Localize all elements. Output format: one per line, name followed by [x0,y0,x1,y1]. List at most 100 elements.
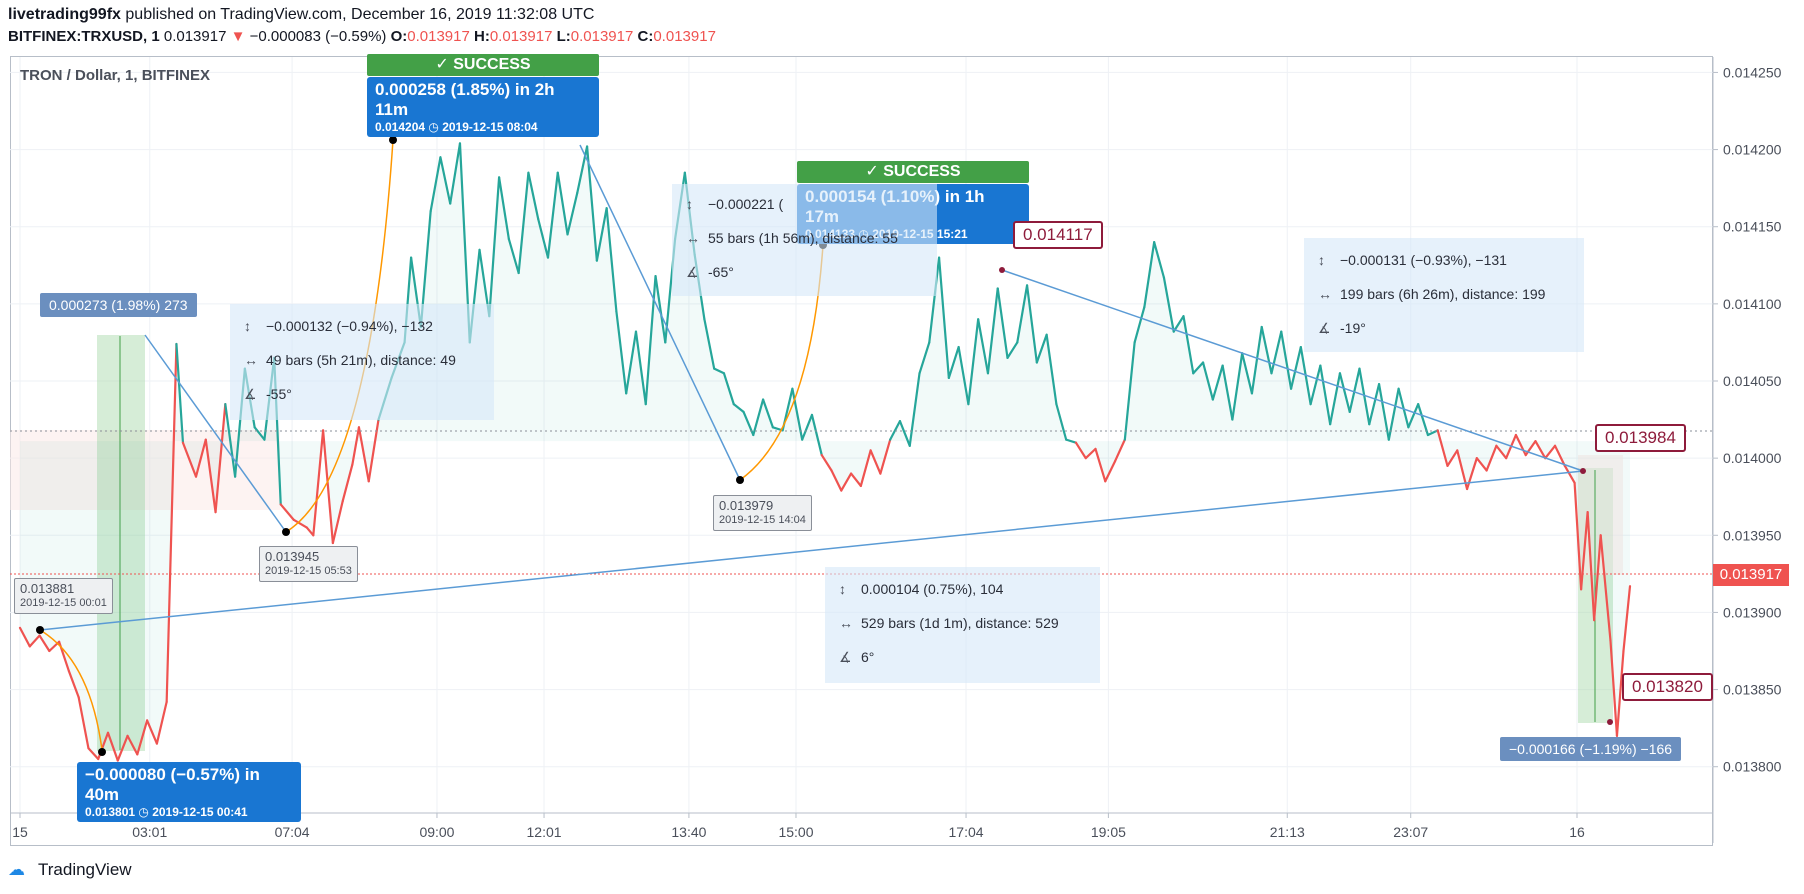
price-segment [830,469,843,492]
x-tick-label: 21:13 [1270,824,1305,840]
axis-ticks: 0.014250 0.014200 0.014150 0.014100 0.014050… [10,57,1782,843]
price-segment [889,420,902,441]
x-tick-label: 03:01 [132,824,167,840]
price-segment [625,330,638,395]
price-segment [1231,352,1244,421]
trendline-drop-2 [579,144,741,481]
price-segment [840,472,853,492]
price-segment [1586,511,1596,622]
callout-gain-1-sub: 0.014204 ◷ 2019-12-15 08:04 [375,120,538,134]
price-segment [1615,649,1625,737]
price-segment [1358,367,1371,426]
price-segment [1417,403,1430,437]
price-segment [253,426,266,441]
range-label-left: 0.000273 (1.98%) 273 [40,293,197,317]
price-segment [1599,534,1612,642]
point-014117 [999,267,1005,273]
price-segment [1074,441,1087,460]
y-tick-label: 0.014000 [1723,450,1782,466]
callout-gain-1: 0.000258 (1.85%) in 2h 11m 0.014204 ◷ 20… [367,77,599,137]
callout-loss-1-main: −0.000080 (−0.57%) in 40m [85,765,260,804]
price-segment [67,669,80,699]
price-segment [1094,447,1107,483]
path-arrow-1 [39,629,103,751]
price-note-2-date: 2019-12-15 05:53 [265,565,352,577]
price-segment [517,171,530,275]
price-segment [1407,403,1420,429]
price-segment [947,345,960,380]
price-segment [1250,325,1263,395]
price-segment [703,318,716,370]
price-segment [595,207,608,262]
price-segment [1045,333,1058,406]
price-segment [1025,284,1038,364]
high-value: 0.013917 [489,28,553,45]
price-segment [204,438,217,514]
price-segment [38,634,51,653]
price-segment [908,372,921,447]
price-segment [321,429,334,545]
price-segment [1192,361,1205,375]
width-icon: ↔ [1318,286,1332,302]
angle-icon: ∡ [686,264,699,280]
price-segment [126,734,139,756]
price-segment [859,449,872,488]
price-segment [1016,284,1029,344]
price-note-1: 0.013881 2019-12-15 00:01 [14,578,113,614]
price-segment [1113,438,1126,463]
price-segment [106,731,119,762]
measure-2-change: −0.000221 ( [708,196,784,212]
price-segment [331,500,344,545]
measure-box-4: ↕ 0.000104 (0.75%), 104 ↔ 529 bars (1d 1m)… [825,567,1100,683]
price-segment [1485,444,1498,472]
down-arrow-icon: ▼ [230,28,246,45]
price-segment [1563,464,1576,484]
price-segment [546,171,559,259]
price-note-3-price: 0.013979 [719,498,774,513]
symbol-bar: BITFINEX:TRXUSD, 1 0.013917 ▼ −0.000083 … [8,28,716,45]
price-segment [644,274,657,406]
price-segment [224,403,237,478]
price-segment [214,403,227,514]
price-area [18,142,1632,762]
y-tick-label: 0.014150 [1723,219,1782,235]
price-note-1-price: 0.013881 [20,581,75,596]
x-tick-label: 23:07 [1393,824,1428,840]
price-segment [634,330,647,406]
price-segment [136,719,149,756]
point-high-1 [389,136,397,144]
price-segment [1035,333,1048,364]
price-segment [116,734,129,762]
success-badge-1: ✓ SUCCESS [367,54,599,76]
height-icon: ↕ [1318,252,1325,268]
price-segment [1338,372,1351,413]
price-segment [1280,330,1293,390]
price-segment [732,403,745,413]
last-price: 0.013917 [163,28,227,45]
price-segment [752,398,765,437]
low-value: 0.013917 [570,28,634,45]
tradingview-logo[interactable]: ☁ TradingView [8,860,132,880]
chart-title: TRON / Dollar, 1, BITFINEX [20,67,211,84]
measure-4-angle: 6° [861,649,875,665]
loss-zone-2 [1578,455,1623,575]
price-segment [898,420,911,447]
price-segment [1436,429,1449,467]
y-tick-label: 0.014250 [1723,64,1782,80]
price-segment [810,413,823,457]
publish-text: published on TradingView.com, December 1… [125,6,595,23]
price-segment [1143,241,1156,309]
price-segment [1153,241,1166,279]
price-segment [312,429,325,537]
x-tick-label: 13:40 [671,824,706,840]
price-segment [175,342,185,444]
point-low [98,748,106,756]
price-segment [1622,585,1632,653]
price-segment [1544,444,1557,460]
y-tick-label: 0.014200 [1723,142,1782,158]
x-tick-label: 16 [1569,824,1585,840]
price-segment [977,318,990,375]
y-tick-label: 0.013900 [1723,604,1782,620]
price-segment [761,398,774,429]
